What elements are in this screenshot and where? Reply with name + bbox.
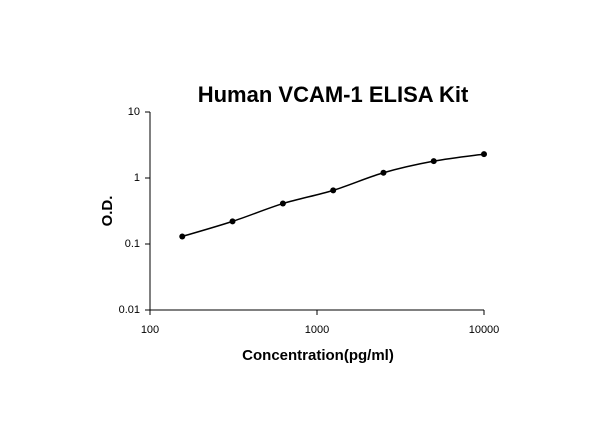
data-point <box>481 151 487 158</box>
y-axis-title: O.D. <box>99 196 116 227</box>
x-tick-label: 1000 <box>305 324 329 336</box>
data-point <box>330 187 337 194</box>
data-point <box>279 200 286 207</box>
y-tick-label: 1 <box>134 172 140 184</box>
data-point <box>179 233 186 240</box>
y-tick-label: 0.1 <box>125 238 140 250</box>
chart-title: Human VCAM-1 ELISA Kit <box>198 82 469 107</box>
data-point <box>380 169 387 176</box>
x-tick-label: 10000 <box>469 324 500 336</box>
x-axis-title: Concentration(pg/ml) <box>242 347 394 364</box>
data-point <box>229 218 236 225</box>
y-tick-label: 0.01 <box>119 304 140 316</box>
fit-curve <box>182 153 485 238</box>
x-tick-label: 100 <box>141 324 159 336</box>
data-point <box>430 158 437 165</box>
y-tick-label: 10 <box>128 106 140 118</box>
